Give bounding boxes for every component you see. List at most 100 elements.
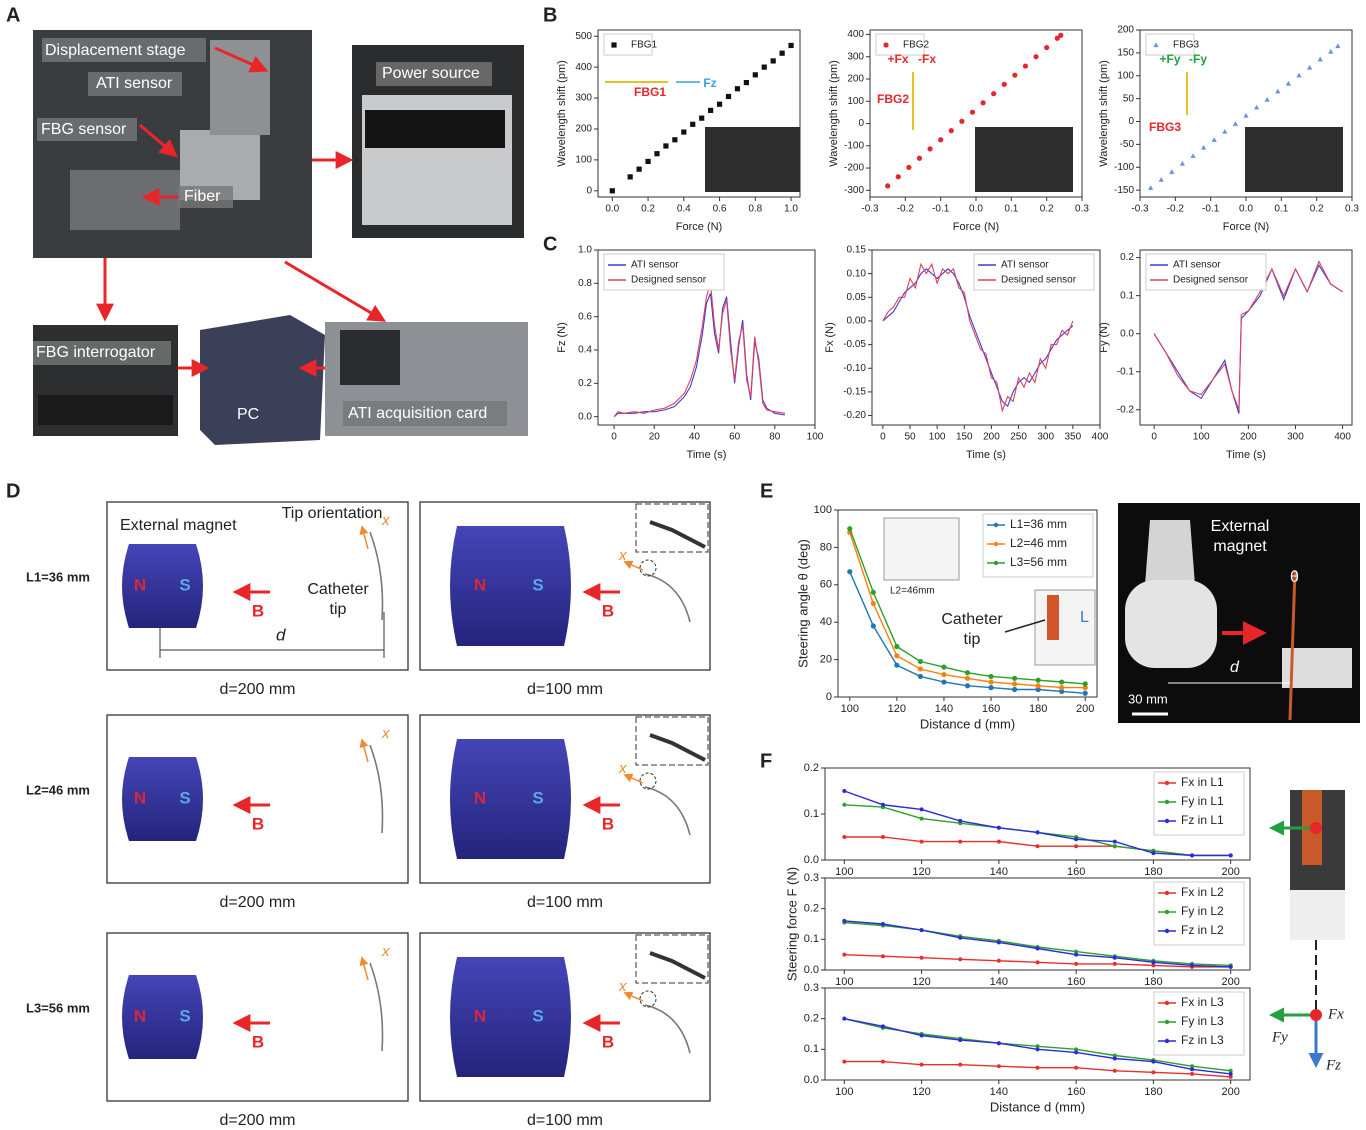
annotation: +Fy (1159, 52, 1180, 66)
inset-photo (705, 127, 800, 192)
legend-label: Fx in L1 (1181, 775, 1224, 789)
label-bg (33, 341, 171, 365)
point (1054, 35, 1060, 41)
y-tick-label: 0.1 (1120, 290, 1134, 301)
annotation: tip (330, 601, 347, 618)
legend (1145, 253, 1267, 291)
point (1190, 1064, 1195, 1069)
x-tick-label: 0.0 (1239, 204, 1253, 215)
x-tick-label: 50 (904, 432, 916, 443)
point (1074, 844, 1079, 849)
x-tick-label: 140 (990, 1086, 1008, 1098)
annotation: -Fx (918, 52, 936, 66)
point (1151, 851, 1156, 856)
legend-marker (993, 560, 999, 566)
legend-box (973, 253, 1095, 291)
point (919, 839, 924, 844)
legend-box (603, 253, 725, 291)
legend-marker (1164, 799, 1170, 805)
y-tick-label: 0.0 (804, 964, 819, 976)
tip-axis (359, 738, 369, 763)
legend-marker (611, 42, 617, 48)
legend-label: Fx in L2 (1181, 885, 1224, 899)
plot-frame (1139, 249, 1353, 426)
legend-label: FBG1 (631, 40, 658, 51)
panel-label: D (6, 480, 20, 502)
point (894, 662, 900, 668)
x-axis-label: Time (s) (966, 449, 1006, 461)
point (1112, 955, 1117, 960)
y-tick-label: 0.0 (578, 411, 592, 422)
axis-x-label: x (381, 725, 390, 742)
y-tick-label: -0.10 (843, 363, 866, 374)
point (1148, 185, 1154, 190)
y-tick-label: 20 (820, 654, 832, 666)
y-tick-label: -0.1 (1117, 366, 1135, 377)
y-axis-label: Wavelength shift (pm) (828, 60, 840, 167)
x-axis-label: Time (s) (1226, 449, 1266, 461)
x-tick-label: 0.3 (1345, 204, 1359, 215)
point (1232, 121, 1238, 126)
magnet (122, 975, 203, 1059)
inset-label: L2=46mm (890, 586, 935, 597)
point (1059, 685, 1065, 691)
y-tick-label: 400 (575, 62, 592, 73)
point (1112, 844, 1117, 849)
legend-label: ATI sensor (1173, 260, 1221, 271)
x-tick-label: 200 (1222, 1086, 1240, 1098)
panel-label: E (760, 480, 773, 502)
point (917, 658, 924, 665)
point (919, 807, 924, 812)
arrows (96, 46, 387, 377)
y-tick-label: 100 (847, 96, 864, 107)
tip-axis (359, 956, 369, 981)
point (645, 158, 651, 165)
magnet (450, 957, 571, 1077)
point (1074, 949, 1079, 954)
point (941, 679, 947, 685)
photo-label: FBG interrogator (36, 344, 156, 361)
x-tick-label: 100 (807, 432, 824, 443)
x-tick-label: 250 (1010, 432, 1027, 443)
x-tick-label: 120 (912, 1086, 930, 1098)
y-axis-label: Wavelength shift (pm) (1098, 60, 1110, 167)
point (1074, 837, 1079, 842)
x-tick-label: 100 (1193, 432, 1210, 443)
axis-x-label: x (618, 978, 627, 995)
x-tick-label: 0.8 (748, 204, 762, 215)
photo-label: θ (1290, 569, 1299, 586)
legend-label: L1=36 mm (1010, 517, 1067, 531)
inset-photo (883, 517, 960, 581)
legend-marker (1164, 890, 1170, 896)
point (1228, 1068, 1233, 1073)
point (996, 839, 1001, 844)
x-tick-label: 160 (1067, 976, 1085, 988)
y-tick-label: 40 (820, 616, 832, 628)
magnet (122, 544, 203, 628)
inset-photo (1245, 127, 1343, 192)
caption: d=200 mm (219, 681, 295, 698)
point (991, 91, 997, 97)
pole-label: S (179, 788, 190, 807)
point (919, 1033, 924, 1038)
point (636, 166, 642, 172)
line (613, 283, 785, 418)
point (996, 1041, 1001, 1046)
legend-label: ATI sensor (631, 260, 679, 271)
point (842, 1016, 847, 1021)
x-tick-label: 120 (912, 866, 930, 878)
photo-detail (1125, 580, 1217, 668)
point (681, 129, 687, 135)
point (870, 600, 876, 607)
y-tick-label: 0.0 (804, 854, 819, 866)
point (958, 1038, 963, 1043)
label-bg (343, 401, 507, 426)
point (1211, 137, 1217, 142)
point (1254, 104, 1260, 110)
point (699, 115, 705, 121)
label-bg (42, 38, 206, 62)
photo-detail (210, 40, 270, 135)
y-tick-label: -0.2 (1117, 404, 1135, 415)
x-tick-label: 0 (880, 432, 886, 443)
point (1035, 946, 1040, 951)
